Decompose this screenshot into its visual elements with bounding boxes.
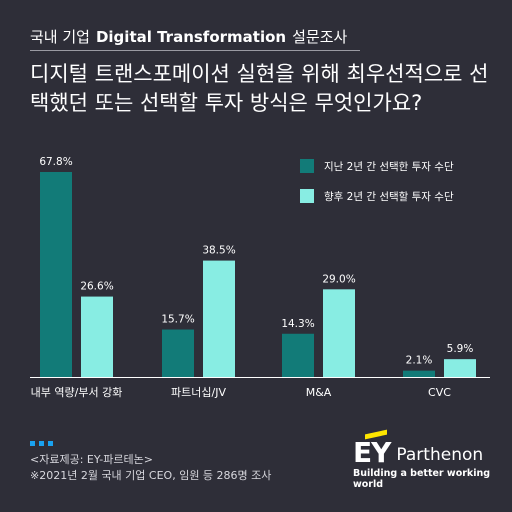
legend-swatch-past bbox=[300, 159, 314, 173]
legend-label-past: 지난 2년 간 선택한 투자 수단 bbox=[324, 160, 454, 173]
accent-dot bbox=[39, 441, 44, 446]
logo-parthenon-text: Parthenon bbox=[396, 445, 484, 465]
data-label-future: 29.0% bbox=[322, 273, 355, 285]
bar-past bbox=[40, 172, 72, 377]
survey-question: 디지털 트랜스포메이션 실현을 위해 최우선적으로 선택했던 또는 선택할 투자… bbox=[30, 62, 489, 115]
logo-tagline: Building a better working world bbox=[353, 468, 491, 490]
header-divider bbox=[30, 50, 360, 51]
bar-past bbox=[403, 370, 435, 377]
category-label: 내부 역량/부서 강화 bbox=[31, 386, 123, 399]
bar-past bbox=[162, 329, 194, 377]
legend-label-future: 향후 2년 간 선택할 투자 수단 bbox=[324, 190, 454, 203]
bar-future bbox=[81, 296, 113, 377]
data-label-future: 26.6% bbox=[80, 281, 113, 293]
legend: 지난 2년 간 선택한 투자 수단 향후 2년 간 선택할 투자 수단 bbox=[300, 158, 454, 218]
bar-future bbox=[444, 359, 476, 377]
survey-note: ※2021년 2월 국내 기업 CEO, 임원 등 286명 조사 bbox=[30, 469, 272, 482]
category-label: CVC bbox=[428, 386, 451, 399]
data-label-future: 5.9% bbox=[447, 343, 474, 355]
source-note: <자료제공: EY-파르테논> ※2021년 2월 국내 기업 CEO, 임원 … bbox=[30, 452, 271, 484]
legend-item-future: 향후 2년 간 선택할 투자 수단 bbox=[300, 188, 454, 204]
logo-ey-text: EY bbox=[353, 436, 391, 469]
header-prefix: 국내 기업 bbox=[30, 28, 90, 46]
data-label-past: 15.7% bbox=[161, 314, 194, 326]
source-line: <자료제공: EY-파르테논> bbox=[30, 453, 153, 466]
data-label-past: 2.1% bbox=[406, 355, 433, 367]
header-title: Digital Transformation bbox=[95, 28, 287, 46]
data-label-past: 67.8% bbox=[39, 156, 72, 168]
ey-parthenon-logo: EY Parthenon Building a better working w… bbox=[353, 429, 512, 490]
header-suffix: 설문조사 bbox=[292, 28, 348, 46]
legend-item-past: 지난 2년 간 선택한 투자 수단 bbox=[300, 158, 454, 174]
bar-future bbox=[203, 260, 235, 377]
header: 국내 기업 Digital Transformation 설문조사 bbox=[30, 26, 347, 47]
category-label: M&A bbox=[306, 386, 332, 399]
data-label-future: 38.5% bbox=[202, 245, 235, 257]
ey-logo-mark: EY bbox=[353, 429, 391, 467]
bar-past bbox=[282, 333, 314, 377]
accent-dots bbox=[30, 441, 53, 446]
accent-dot bbox=[30, 441, 35, 446]
category-label: 파트너십/JV bbox=[171, 386, 226, 399]
accent-dot bbox=[48, 441, 53, 446]
bar-future bbox=[323, 289, 355, 377]
legend-swatch-future bbox=[300, 189, 314, 203]
data-label-past: 14.3% bbox=[281, 318, 314, 330]
